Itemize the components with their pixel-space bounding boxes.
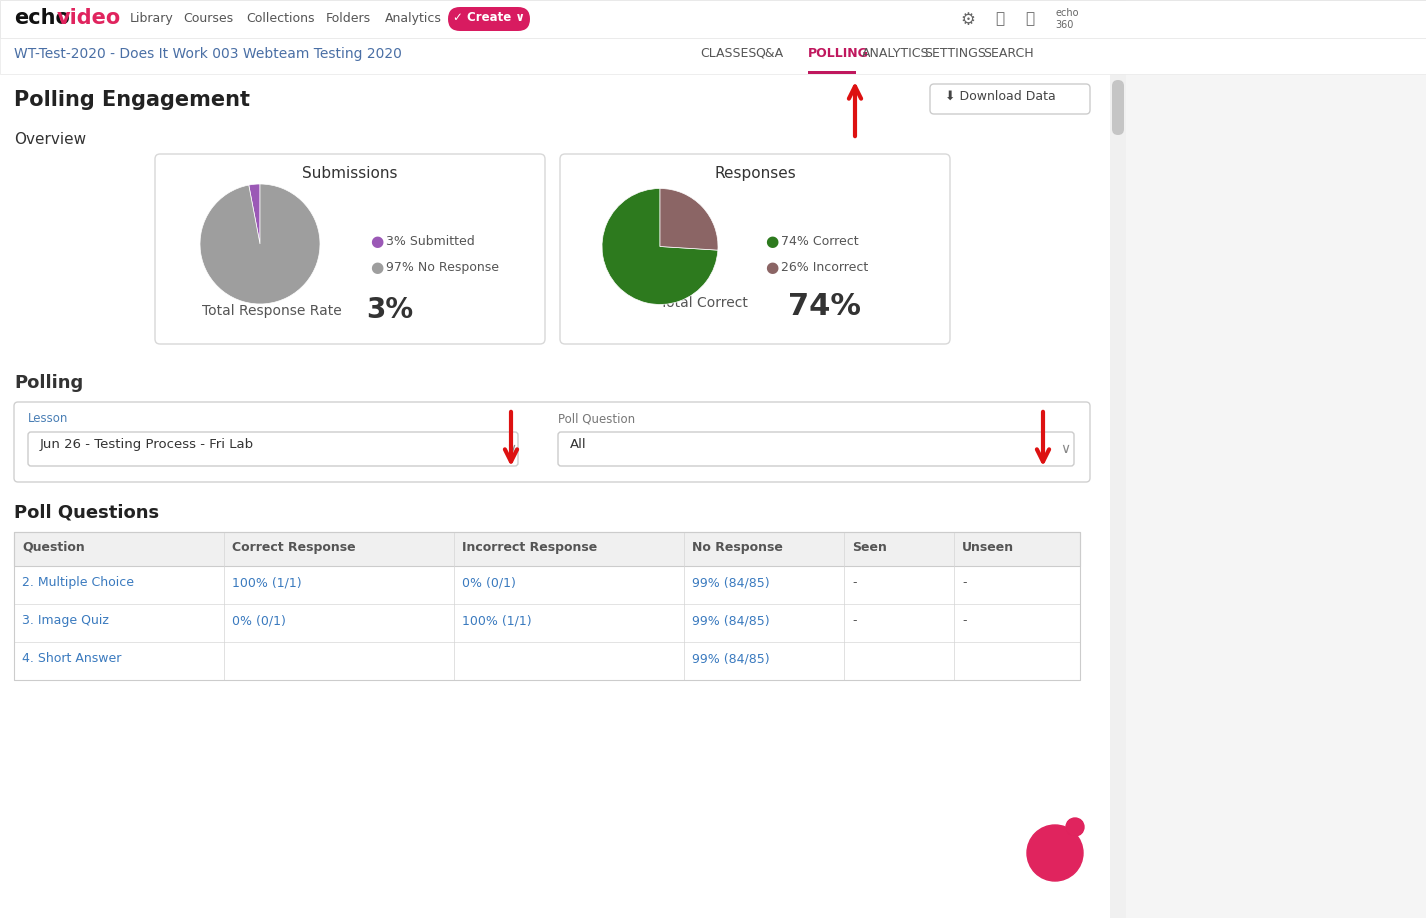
Text: Polling Engagement: Polling Engagement — [14, 90, 250, 110]
Text: WT-Test-2020 - Does It Work 003 Webteam Testing 2020: WT-Test-2020 - Does It Work 003 Webteam … — [14, 47, 402, 61]
Bar — [0, 0, 1109, 918]
Text: Total Response Rate: Total Response Rate — [201, 304, 349, 318]
Text: Lesson: Lesson — [29, 412, 68, 425]
Text: Submissions: Submissions — [302, 166, 398, 181]
Text: Courses: Courses — [183, 12, 232, 25]
Bar — [14, 566, 1079, 604]
Text: echo
360: echo 360 — [1055, 8, 1078, 29]
Text: Poll Questions: Poll Questions — [14, 504, 160, 522]
Text: 74%: 74% — [789, 292, 861, 321]
Wedge shape — [660, 188, 719, 250]
Bar — [14, 604, 1079, 642]
Text: 2. Multiple Choice: 2. Multiple Choice — [21, 576, 134, 589]
Text: CLASSES: CLASSES — [700, 47, 756, 60]
Text: SEARCH: SEARCH — [983, 47, 1034, 60]
Text: Analytics: Analytics — [385, 12, 442, 25]
Text: 3. Image Quiz: 3. Image Quiz — [21, 614, 108, 627]
Text: Library: Library — [130, 12, 174, 25]
Text: 👤: 👤 — [1025, 11, 1034, 26]
Text: All: All — [570, 438, 586, 451]
Text: ⬇ Download Data: ⬇ Download Data — [945, 90, 1055, 103]
Text: e: e — [1045, 843, 1064, 871]
Text: Poll Question: Poll Question — [558, 412, 635, 425]
Text: Q&A: Q&A — [754, 47, 783, 60]
Text: 🔔: 🔔 — [995, 11, 1004, 26]
Text: Overview: Overview — [14, 132, 86, 147]
FancyBboxPatch shape — [155, 154, 545, 344]
Circle shape — [1067, 818, 1084, 836]
Text: -: - — [851, 614, 857, 627]
Text: No Response: No Response — [692, 541, 783, 554]
Wedge shape — [200, 184, 319, 304]
Text: 3% Submitted: 3% Submitted — [386, 235, 475, 248]
Bar — [1109, 0, 1127, 918]
Text: Folders: Folders — [327, 12, 371, 25]
Text: echo: echo — [14, 8, 70, 28]
FancyBboxPatch shape — [1067, 818, 1084, 836]
Wedge shape — [602, 188, 717, 305]
FancyBboxPatch shape — [930, 84, 1089, 114]
Text: 99% (84/85): 99% (84/85) — [692, 652, 770, 665]
Text: video: video — [57, 8, 121, 28]
Text: 100% (1/1): 100% (1/1) — [232, 576, 302, 589]
Text: Seen: Seen — [851, 541, 887, 554]
Bar — [809, 71, 856, 74]
Bar — [14, 532, 1079, 680]
Text: SETTINGS: SETTINGS — [924, 47, 985, 60]
FancyBboxPatch shape — [1112, 80, 1124, 135]
Text: 74% Correct: 74% Correct — [781, 235, 858, 248]
Circle shape — [1027, 825, 1082, 881]
Text: Incorrect Response: Incorrect Response — [462, 541, 597, 554]
Text: ✓ Create ∨: ✓ Create ∨ — [453, 11, 525, 24]
Text: 4: 4 — [1071, 822, 1079, 832]
FancyBboxPatch shape — [448, 7, 530, 31]
Text: ∨: ∨ — [1060, 442, 1070, 456]
Text: 97% No Response: 97% No Response — [386, 261, 499, 274]
Text: ●: ● — [764, 260, 779, 275]
Text: 4. Short Answer: 4. Short Answer — [21, 652, 121, 665]
Text: POLLING: POLLING — [809, 47, 868, 60]
Text: -: - — [963, 614, 967, 627]
Text: Jun 26 - Testing Process - Fri Lab: Jun 26 - Testing Process - Fri Lab — [40, 438, 254, 451]
FancyBboxPatch shape — [14, 402, 1089, 482]
Text: Correct Response: Correct Response — [232, 541, 355, 554]
Text: ∨: ∨ — [506, 442, 516, 456]
Bar — [0, 38, 1426, 74]
Bar — [14, 642, 1079, 680]
Text: ANALYTICS: ANALYTICS — [861, 47, 930, 60]
Text: ●: ● — [369, 260, 384, 275]
Text: Total Correct: Total Correct — [660, 296, 757, 310]
Wedge shape — [248, 184, 260, 244]
Text: -: - — [963, 576, 967, 589]
Text: Responses: Responses — [714, 166, 796, 181]
FancyBboxPatch shape — [29, 432, 518, 466]
Text: 99% (84/85): 99% (84/85) — [692, 614, 770, 627]
FancyBboxPatch shape — [558, 432, 1074, 466]
Text: 0% (0/1): 0% (0/1) — [232, 614, 285, 627]
Text: 3%: 3% — [366, 296, 414, 324]
Text: -: - — [851, 576, 857, 589]
Text: ⚙: ⚙ — [960, 11, 975, 29]
Text: ●: ● — [369, 234, 384, 249]
Text: Polling: Polling — [14, 374, 83, 392]
Bar — [0, 0, 1426, 38]
Bar — [14, 532, 1079, 566]
Text: Question: Question — [21, 541, 84, 554]
Text: ●: ● — [764, 234, 779, 249]
Text: Collections: Collections — [247, 12, 315, 25]
Text: 26% Incorrect: 26% Incorrect — [781, 261, 868, 274]
Text: 99% (84/85): 99% (84/85) — [692, 576, 770, 589]
Text: 100% (1/1): 100% (1/1) — [462, 614, 532, 627]
FancyBboxPatch shape — [560, 154, 950, 344]
Text: Unseen: Unseen — [963, 541, 1014, 554]
Text: 0% (0/1): 0% (0/1) — [462, 576, 516, 589]
